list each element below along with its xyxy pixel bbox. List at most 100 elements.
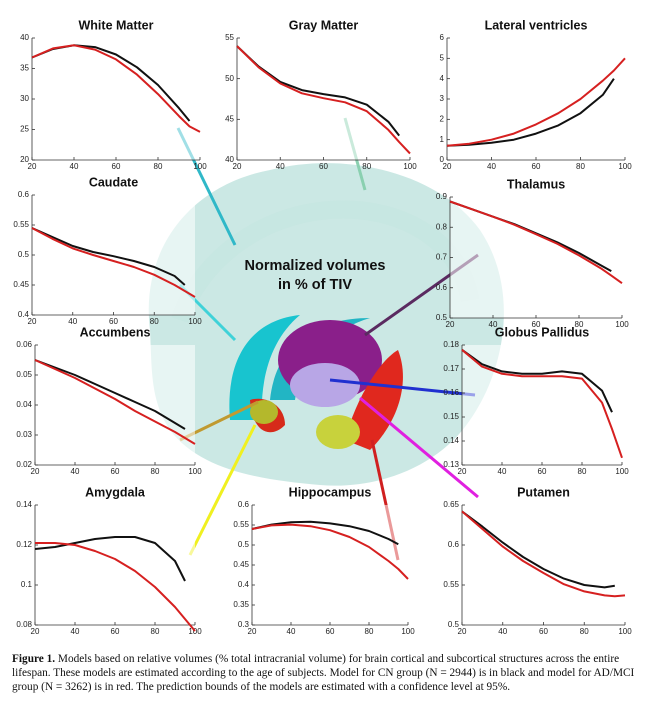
series-line [446,57,626,147]
x-tick-label: 100 [188,317,202,326]
y-tick-label: 1 [440,135,445,144]
x-tick-label: 20 [248,627,257,636]
series-line [34,359,196,445]
plot-area [32,38,200,160]
caudate-shape [229,315,300,420]
x-tick-label: 60 [109,317,118,326]
x-tick-label: 100 [615,320,629,329]
series-line [31,44,201,133]
chart-title: Globus Pallidus [495,325,590,339]
chart-title: Lateral ventricles [485,18,588,32]
series-line [446,78,615,147]
y-tick-label: 50 [225,74,234,83]
y-tick-label: 0.16 [443,388,459,397]
y-tick-label: 25 [20,125,29,134]
y-tick-label: 0.45 [233,560,249,569]
x-tick-label: 20 [458,467,467,476]
x-tick-label: 20 [443,162,452,171]
y-tick-label: 0.02 [16,460,32,469]
x-tick-label: 100 [618,627,632,636]
y-tick-label: 0.9 [436,192,448,201]
x-tick-label: 80 [151,627,160,636]
chart-title: Hippocampus [289,485,372,499]
plot-area [35,505,195,625]
y-tick-label: 0.5 [436,313,448,322]
y-tick-label: 3 [440,94,445,103]
x-tick-label: 20 [28,162,37,171]
caption-text: Models based on relative volumes (% tota… [12,653,635,693]
x-tick-label: 40 [70,162,79,171]
amygdala-shape [316,415,360,449]
x-tick-label: 60 [532,162,541,171]
plot-area [32,195,195,315]
figure: Normalized volumes in % of TIV White Mat… [13,18,632,636]
y-tick-label: 0.14 [443,436,459,445]
y-tick-label: 0.05 [16,370,32,379]
accumbens-shape [250,400,278,424]
x-tick-label: 80 [151,467,160,476]
caption-label: Figure 1. [12,653,56,665]
y-tick-label: 0.55 [443,580,459,589]
series-line [449,200,623,285]
brain-illustration: Normalized volumes in % of TIV [148,117,504,561]
x-tick-label: 40 [68,317,77,326]
center-label: in % of TIV [278,277,352,293]
caption: Figure 1. Models based on relative volum… [12,652,638,694]
y-tick-label: 6 [440,33,445,42]
series-line [251,520,399,546]
y-tick-label: 0.4 [18,310,30,319]
x-tick-label: 60 [538,467,547,476]
y-tick-label: 0.6 [448,540,460,549]
x-tick-label: 80 [580,627,589,636]
y-tick-label: 0 [440,155,445,164]
y-tick-label: 0.04 [16,400,32,409]
x-tick-label: 40 [489,320,498,329]
x-tick-label: 40 [276,162,285,171]
x-tick-label: 40 [71,467,80,476]
y-tick-label: 0.4 [238,580,250,589]
x-tick-label: 40 [487,162,496,171]
pointer [188,424,257,556]
x-tick-label: 40 [498,467,507,476]
x-tick-label: 40 [498,627,507,636]
y-tick-label: 5 [440,53,445,62]
y-tick-label: 0.03 [16,430,32,439]
y-tick-label: 0.45 [13,280,29,289]
y-tick-label: 0.5 [448,620,460,629]
pointer [359,396,479,499]
series-line [31,227,186,286]
y-tick-label: 0.12 [16,540,32,549]
x-tick-label: 100 [193,162,207,171]
x-tick-label: 100 [615,467,629,476]
y-tick-label: 4 [440,74,445,83]
x-tick-label: 80 [578,467,587,476]
chart-title: White Matter [79,18,154,32]
y-tick-label: 0.55 [233,520,249,529]
series-line [251,523,409,580]
series-line [31,227,196,298]
x-tick-label: 100 [401,627,415,636]
x-tick-label: 80 [150,317,159,326]
x-tick-label: 60 [112,162,121,171]
y-tick-label: 0.65 [443,500,459,509]
x-tick-label: 60 [326,627,335,636]
y-tick-label: 0.6 [18,190,30,199]
series-line [34,359,186,430]
x-tick-label: 100 [188,467,202,476]
y-tick-label: 0.6 [436,283,448,292]
x-tick-label: 40 [287,627,296,636]
x-tick-label: 80 [154,162,163,171]
series-line [461,510,626,598]
y-tick-label: 0.13 [443,460,459,469]
y-tick-label: 0.6 [238,500,250,509]
series-line [35,542,196,632]
plot-area [447,38,625,160]
x-tick-label: 60 [111,627,120,636]
brain-gyri [171,200,479,324]
y-tick-label: 0.55 [13,220,29,229]
chart-title: Gray Matter [289,18,359,32]
x-tick-label: 60 [539,627,548,636]
chart-title: Putamen [517,485,570,499]
plot-area [462,505,625,625]
